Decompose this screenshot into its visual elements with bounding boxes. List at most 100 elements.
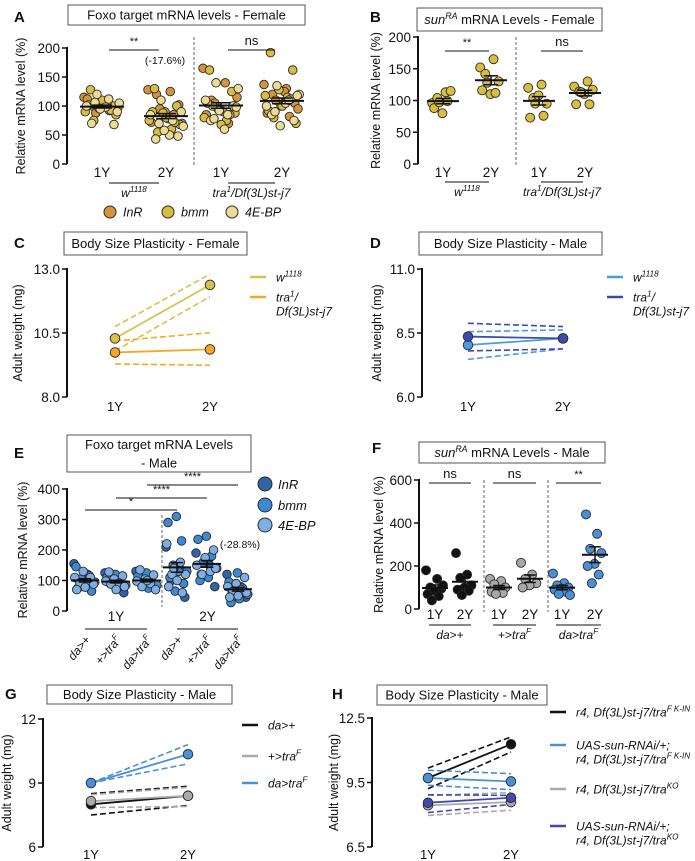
text-segment: F K-IN xyxy=(667,705,691,714)
title-box xyxy=(418,231,603,256)
y-tick-label: 13.0 xyxy=(34,262,60,277)
legend-item: da>traF xyxy=(242,776,308,791)
y-tick-label: 200 xyxy=(37,543,60,558)
title-box xyxy=(416,7,603,32)
significance-label: ** xyxy=(574,469,583,481)
text-segment: 1 xyxy=(647,290,652,299)
y-tick-label: 6.0 xyxy=(396,390,415,405)
significance-label: * xyxy=(129,496,134,508)
data-point xyxy=(571,99,582,110)
text-segment: > xyxy=(572,628,579,642)
text-segment: 1Y xyxy=(531,165,548,180)
panel-title: Body Size Plasticity - Male xyxy=(385,688,538,703)
text-segment: UAS-sun-RNAi/+; xyxy=(576,820,670,834)
group-label: da>traF xyxy=(210,632,247,672)
data-point xyxy=(148,570,159,580)
legend-item: +>traF xyxy=(242,749,302,764)
data-point xyxy=(176,536,187,546)
group-label: 2Y xyxy=(587,607,604,622)
data-point xyxy=(191,548,201,558)
data-point xyxy=(182,748,194,760)
series-1 xyxy=(427,769,512,791)
data-point xyxy=(200,95,211,105)
data-point xyxy=(233,83,243,94)
data-point xyxy=(220,78,230,88)
text-segment: 1 xyxy=(537,184,542,193)
mean-line xyxy=(90,753,189,784)
text-segment: Foxo target mRNA levels - Female xyxy=(87,8,286,23)
text-segment: w xyxy=(276,271,286,285)
data-point xyxy=(209,114,219,124)
text-segment: 1Y xyxy=(213,165,230,180)
text-segment: tra xyxy=(633,291,647,305)
significance-label: **** xyxy=(184,471,202,483)
data-point xyxy=(538,110,549,121)
data-point xyxy=(204,65,215,75)
text-segment: RA xyxy=(445,11,457,21)
data-point xyxy=(172,575,182,586)
panel-title: Body Size Plasticity - Male xyxy=(434,236,587,251)
text-segment: - Male xyxy=(141,455,177,470)
confidence-band-line xyxy=(427,736,512,769)
mean-line xyxy=(114,348,211,354)
data-point xyxy=(493,76,504,87)
significance-label: ** xyxy=(463,37,472,49)
data-point xyxy=(289,115,299,126)
confidence-band-line xyxy=(114,295,211,352)
confidence-band-line xyxy=(90,785,189,795)
x-tick-label: 1Y xyxy=(420,847,436,861)
data-point xyxy=(557,333,569,344)
x-tick-label: 2Y xyxy=(555,399,571,414)
data-point xyxy=(109,347,121,358)
legend-item: tra1/Df(3L)st-j7 xyxy=(607,290,690,319)
y-axis-label: Adult weight (mg) xyxy=(11,284,25,381)
confidence-band-line xyxy=(467,348,564,352)
text-segment: / xyxy=(651,291,657,305)
data-point xyxy=(477,85,488,96)
group-label: da>traF xyxy=(119,632,156,672)
y-tick-label: 11.0 xyxy=(390,262,415,277)
data-point xyxy=(150,584,161,595)
data-point xyxy=(163,517,173,528)
y-tick-label: 10.5 xyxy=(34,326,60,341)
legend-label: r4, Df(3L)st-j7/traF K-IN xyxy=(576,752,690,767)
legend-item: UAS-sun-RNAi/+;r4, Df(3L)st-j7/traF K-IN xyxy=(550,739,690,767)
data-point xyxy=(584,99,595,110)
legend-marker xyxy=(257,517,273,533)
y-axis-label: Relative mRNA level (%) xyxy=(14,38,28,175)
text-segment: r4, Df(3L)st-j7/tra xyxy=(576,706,667,720)
legend-label: UAS-sun-RNAi/+; xyxy=(576,820,670,834)
text-segment: F xyxy=(110,632,121,642)
text-segment: 1118 xyxy=(130,185,147,194)
legend-label: +>traF xyxy=(268,749,302,764)
data-point xyxy=(292,90,302,101)
confidence-band-line xyxy=(90,805,189,809)
panel-title: sunRA mRNA Levels - Female xyxy=(424,11,594,27)
legend-label: w1118 xyxy=(633,270,659,285)
panel-c: C Body Size Plasticity - Female 8.0 10.5 13.… xyxy=(11,231,333,414)
text-segment: >+ xyxy=(74,633,94,653)
confidence-band-line xyxy=(467,348,564,361)
confidence-band-line xyxy=(427,784,512,791)
data-point xyxy=(585,543,596,554)
y-tick-label: 50 xyxy=(45,128,60,143)
legend-label: tra1/ xyxy=(633,290,657,305)
data-point xyxy=(165,86,175,97)
text-segment: KO xyxy=(667,782,679,791)
text-segment: >+ xyxy=(166,633,186,653)
y-tick-label: 8.5 xyxy=(396,326,415,341)
data-point xyxy=(586,578,597,589)
panel-letter: C xyxy=(14,235,25,252)
text-segment: > xyxy=(281,777,288,791)
text-segment: +> xyxy=(92,648,112,668)
data-point xyxy=(197,569,207,580)
text-segment: /Df(3L)st-j7 xyxy=(541,185,603,199)
data-point xyxy=(210,563,221,574)
data-point xyxy=(445,86,456,96)
data-point xyxy=(103,94,114,104)
confidence-band-line xyxy=(427,803,512,814)
panel-letter: G xyxy=(5,686,17,703)
text-segment: sun xyxy=(424,12,445,27)
text-segment: KO xyxy=(667,833,679,842)
